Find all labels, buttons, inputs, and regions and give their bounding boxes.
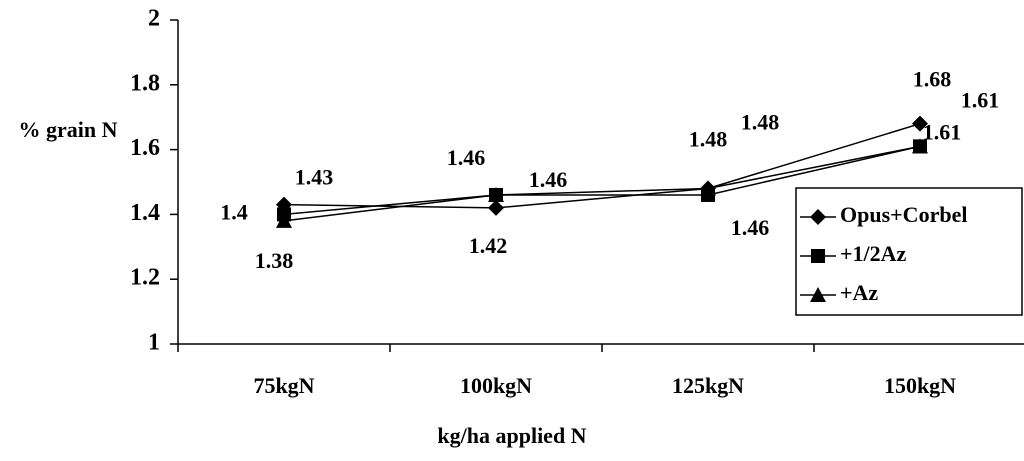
y-tick-label: 1.4 <box>130 200 160 226</box>
data-label: 1.61 <box>923 119 962 144</box>
y-axis-title: % grain N <box>18 117 118 142</box>
marker <box>276 212 292 228</box>
data-label: 1.68 <box>913 67 952 92</box>
legend-box <box>795 187 1023 316</box>
data-label: 1.4 <box>220 199 248 224</box>
marker <box>700 180 716 196</box>
data-label: 1.46 <box>731 215 770 240</box>
data-label: 1.61 <box>961 87 1000 112</box>
data-label: 1.46 <box>447 145 486 170</box>
legend-label: +Az <box>840 280 878 305</box>
x-axis-title: kg/ha applied N <box>437 423 586 448</box>
data-label: 1.42 <box>469 233 508 258</box>
data-label: 1.38 <box>255 248 294 273</box>
marker <box>912 138 928 154</box>
legend-label: Opus+Corbel <box>840 202 967 227</box>
x-tick-label: 75kgN <box>253 373 314 398</box>
data-label: 1.46 <box>529 167 568 192</box>
marker <box>811 249 825 263</box>
legend-label: +1/2Az <box>840 241 907 266</box>
y-tick-label: 1.8 <box>130 70 160 96</box>
x-tick-label: 100kgN <box>460 373 532 398</box>
data-label: 1.43 <box>295 165 334 190</box>
marker <box>488 199 504 216</box>
x-tick-label: 150kgN <box>884 373 956 398</box>
marker <box>912 115 928 132</box>
data-label: 1.48 <box>689 127 728 152</box>
series-line <box>283 145 921 222</box>
series-line <box>283 145 921 216</box>
y-tick-label: 2 <box>148 6 160 32</box>
series-line <box>283 122 921 209</box>
x-tick-label: 125kgN <box>672 373 744 398</box>
y-tick-label: 1 <box>148 330 160 356</box>
marker <box>488 186 504 202</box>
y-tick-label: 1.2 <box>130 265 160 291</box>
marker <box>810 209 826 225</box>
marker <box>810 287 826 302</box>
data-label: 1.48 <box>741 110 780 135</box>
y-tick-label: 1.6 <box>130 135 160 161</box>
